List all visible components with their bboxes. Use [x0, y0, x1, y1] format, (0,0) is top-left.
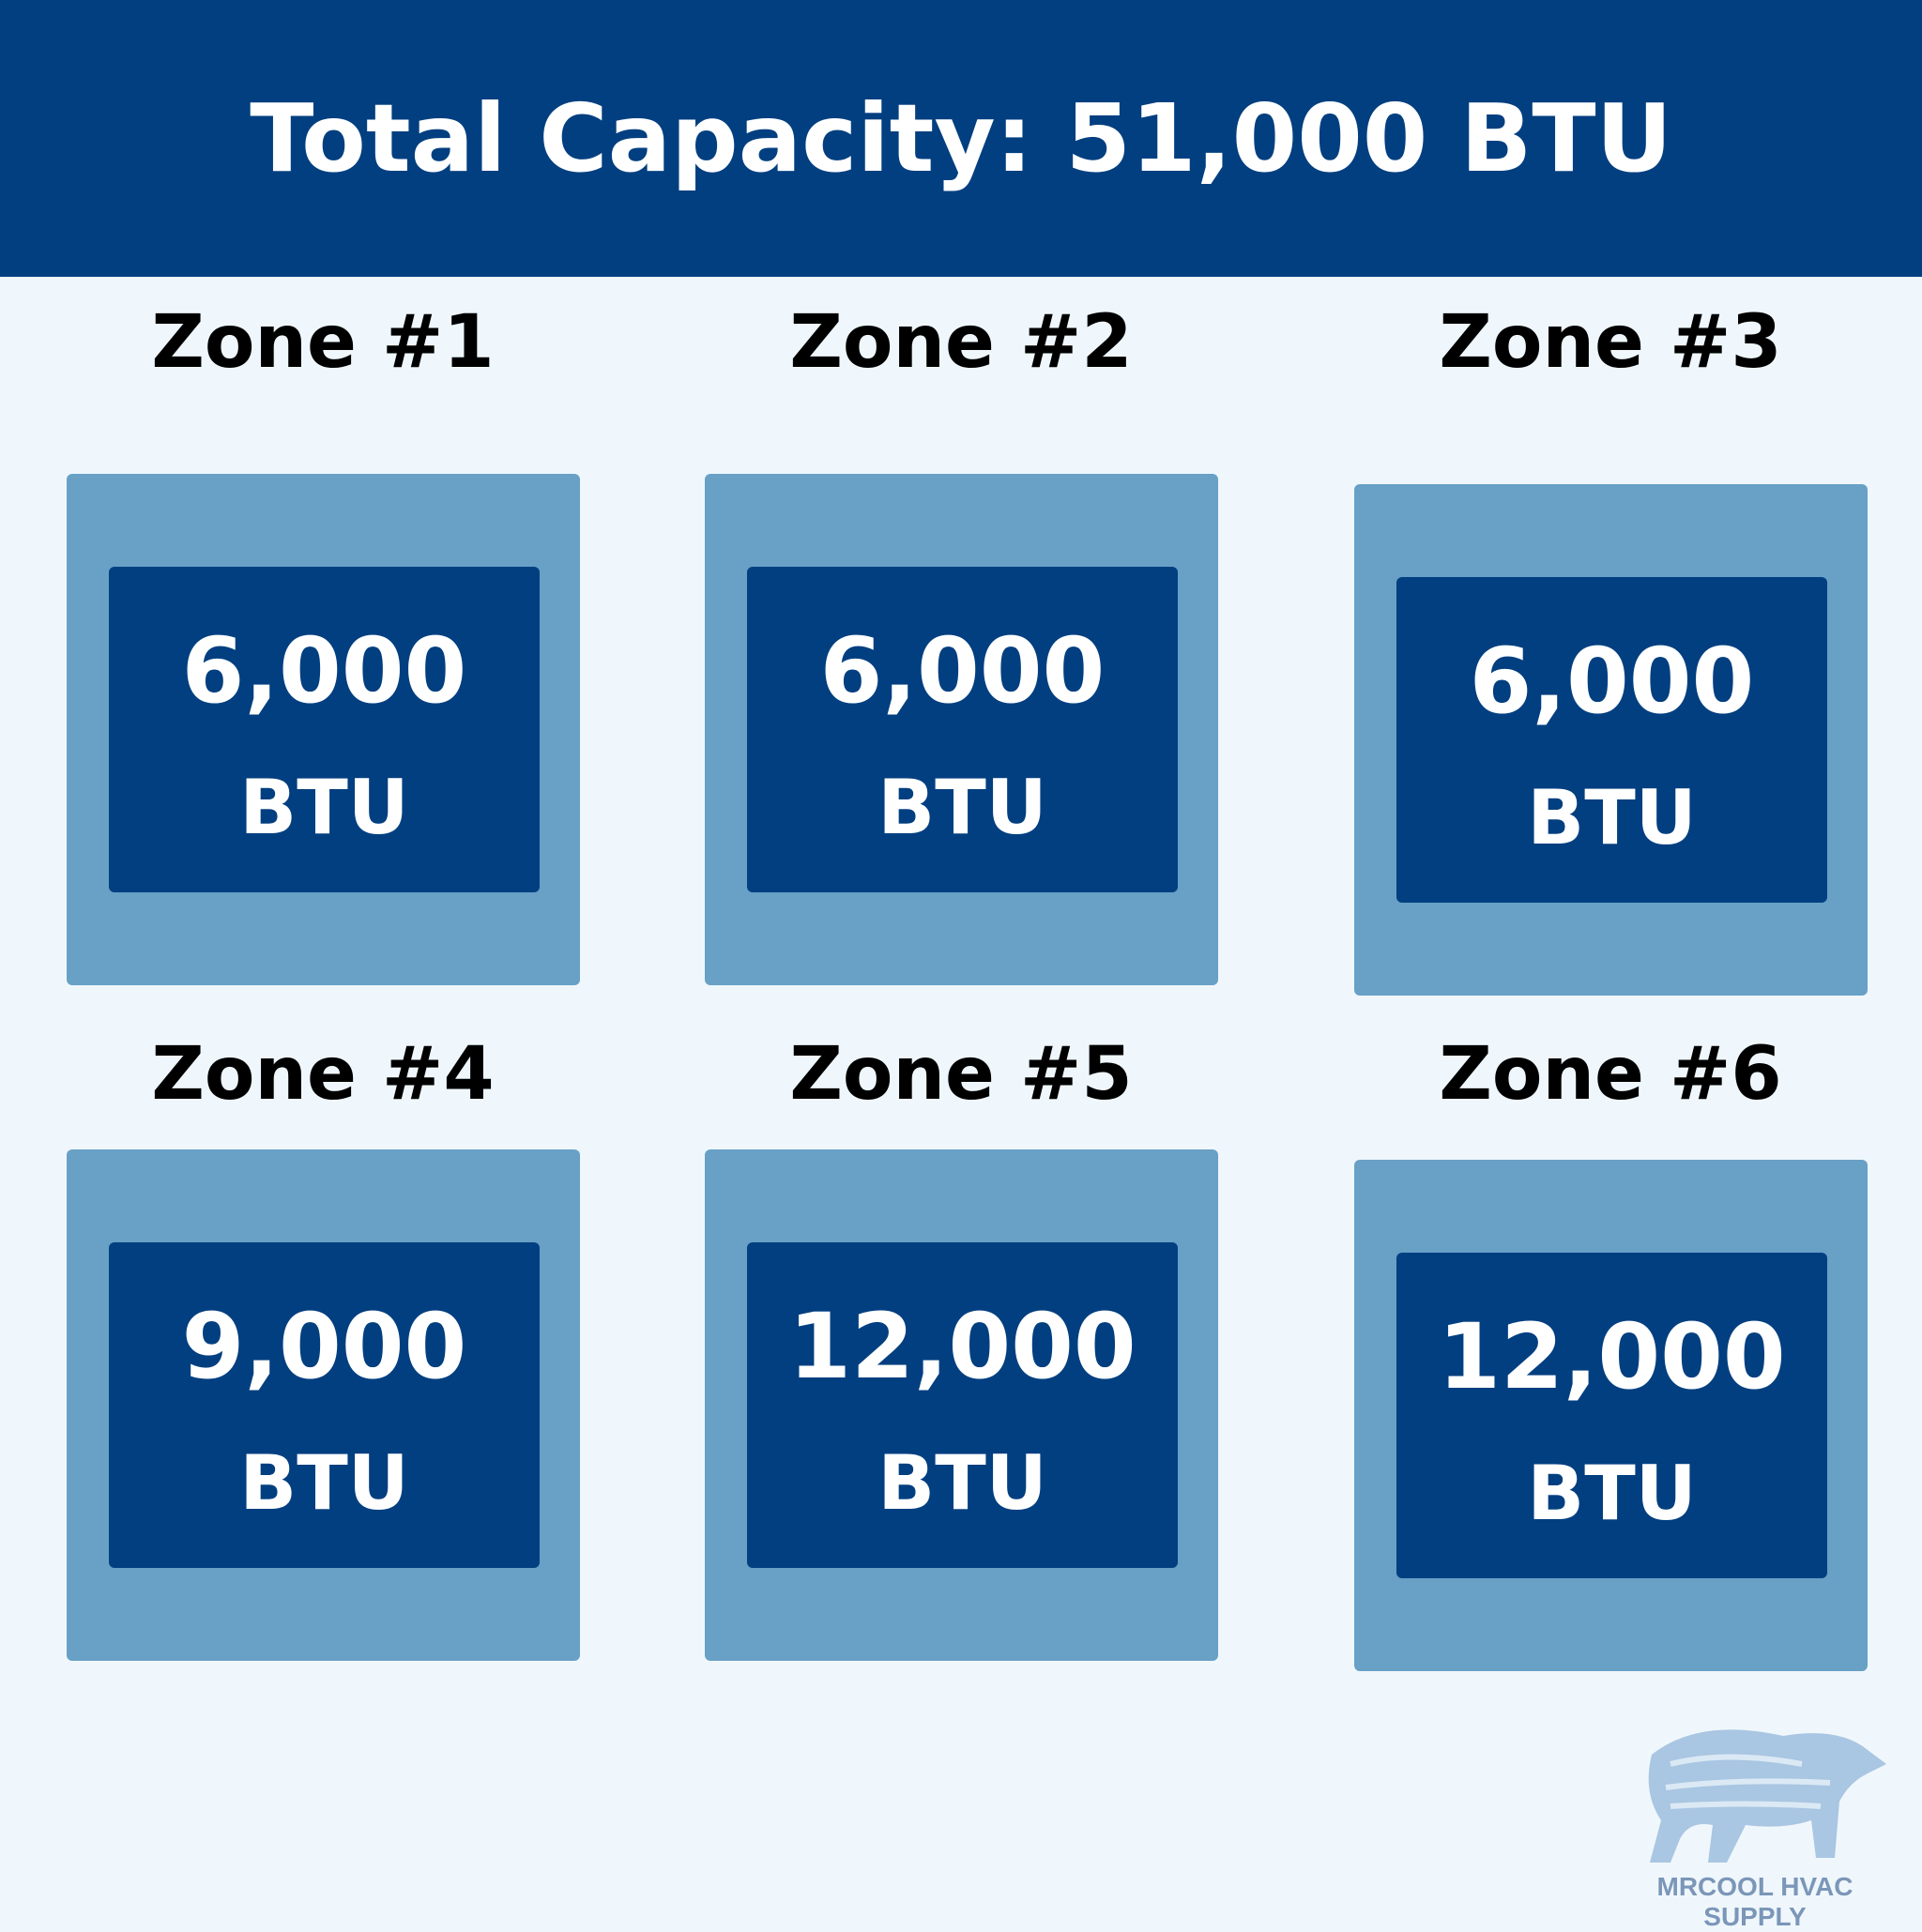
zone-value: 6,000 — [1469, 629, 1755, 734]
zone-unit: BTU — [239, 764, 409, 851]
zone-value: 6,000 — [819, 618, 1106, 723]
zone-value-panel: 6,000 BTU — [747, 567, 1178, 892]
zone-value: 12,000 — [1438, 1304, 1786, 1409]
zone-value: 12,000 — [788, 1294, 1136, 1399]
title: Total Capacity: 51,000 BTU — [250, 84, 1672, 193]
zone-card: 6,000 BTU — [67, 474, 580, 985]
zone-card: 6,000 BTU — [1354, 484, 1868, 996]
zone-label: Zone #5 — [789, 1032, 1133, 1117]
zone-unit: BTU — [1527, 1450, 1697, 1537]
zone-label: Zone #4 — [151, 1032, 495, 1117]
zone-value-panel: 6,000 BTU — [1396, 577, 1827, 903]
zone-unit: BTU — [877, 764, 1047, 851]
zone-value-panel: 12,000 BTU — [1396, 1253, 1827, 1578]
zone-card: 12,000 BTU — [1354, 1160, 1868, 1671]
zone-unit: BTU — [877, 1439, 1047, 1527]
zone-label: Zone #6 — [1439, 1032, 1782, 1117]
zone-label: Zone #2 — [789, 300, 1133, 385]
zone-value-panel: 9,000 BTU — [109, 1242, 540, 1568]
zone-unit: BTU — [239, 1439, 409, 1527]
zone-card: 6,000 BTU — [705, 474, 1218, 985]
zone-value: 9,000 — [181, 1294, 467, 1399]
zone-value: 6,000 — [181, 618, 467, 723]
header: Total Capacity: 51,000 BTU — [0, 0, 1922, 277]
zone-card: 12,000 BTU — [705, 1149, 1218, 1661]
zone-label: Zone #3 — [1439, 300, 1782, 385]
logo-text: MRCOOL HVAC SUPPLY — [1656, 1872, 1853, 1931]
zone-label: Zone #1 — [151, 300, 495, 385]
zone-unit: BTU — [1527, 774, 1697, 861]
zone-value-panel: 6,000 BTU — [109, 567, 540, 892]
logo-bear — [1648, 1729, 1886, 1863]
zone-card: 9,000 BTU — [67, 1149, 580, 1661]
zone-value-panel: 12,000 BTU — [747, 1242, 1178, 1568]
